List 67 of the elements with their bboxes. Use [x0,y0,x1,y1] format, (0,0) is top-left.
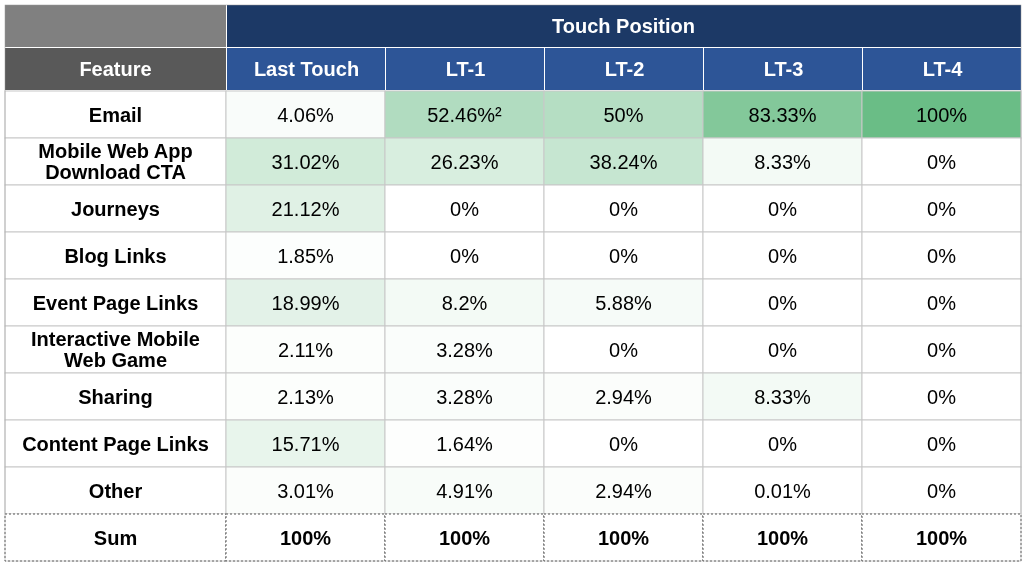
data-label: 4.91% [436,479,494,502]
data-label: 0% [927,479,957,502]
data-label: 0% [927,385,957,408]
y-tick-label: Blog Links [64,244,167,267]
data-label: 1.85% [277,244,335,267]
y-tick-label: Event Page Links [32,291,199,314]
data-label: 0% [927,432,957,455]
text: 100% [279,526,332,549]
y-tick-label: Journeys [71,197,160,220]
data-label: 31.02% [271,150,340,173]
y-tick-label: Email [88,103,143,126]
y-tick-label: Sharing [78,385,153,408]
data-label: 2.94% [595,385,653,408]
data-label: 0% [927,291,957,314]
data-label: 0% [927,244,957,267]
y-tick-label: Sum [93,526,138,549]
x-axis-title: Touch Position [552,15,695,37]
y-tick-label: Interactive Mobile Web Game [31,328,200,371]
data-label: 0% [768,197,798,220]
y-axis-title: Feature [79,58,152,80]
data-label: 8.2% [441,291,488,314]
y-tick-label: Content Page Links [22,432,209,455]
data-label: 83.33% [748,103,817,126]
data-label: 0% [927,197,957,220]
text: 100% [438,526,491,549]
x-tick-label: Last Touch [253,58,360,80]
data-label: 0% [927,338,957,361]
data-label: 0% [609,197,639,220]
data-label: 8.33% [754,385,812,408]
data-label: 0% [768,291,798,314]
data-label: 0% [927,150,957,173]
data-label: 0% [768,244,798,267]
data-label: 0.01% [754,479,812,502]
y-tick-label: Other [88,479,143,502]
data-label: 3.01% [277,479,335,502]
data-label: 100% [915,103,968,126]
x-tick-label: LT-2 [604,58,645,80]
data-label: 38.24% [589,150,658,173]
data-label: 50% [603,103,644,126]
data-label: 18.99% [271,291,340,314]
data-label: 1.64% [436,432,494,455]
data-label: 0% [609,244,639,267]
text: 100% [915,526,968,549]
data-label: 52.46%² [427,103,503,126]
data-label: 3.28% [436,385,494,408]
x-tick-label: LT-4 [922,58,964,80]
data-label: 26.23% [430,150,499,173]
data-label: 0% [768,338,798,361]
data-label: 3.28% [436,338,494,361]
data-label: 0% [609,432,639,455]
x-tick-label: LT-1 [445,58,486,80]
data-label: 15.71% [271,432,340,455]
data-label: 8.33% [754,150,812,173]
text: 100% [597,526,650,549]
data-label: 2.13% [277,385,335,408]
y-tick-label: Mobile Web App Download CTA [38,140,193,183]
data-label: 4.06% [277,103,335,126]
text: 100% [756,526,809,549]
x-tick-label: LT-3 [763,58,804,80]
data-label: 21.12% [271,197,340,220]
data-label: 5.88% [595,291,653,314]
data-label: 0% [450,197,480,220]
data-label: 2.94% [595,479,653,502]
data-label: 0% [768,432,798,455]
data-label: 0% [450,244,480,267]
data-label: 2.11% [277,338,334,361]
data-label: 0% [609,338,639,361]
